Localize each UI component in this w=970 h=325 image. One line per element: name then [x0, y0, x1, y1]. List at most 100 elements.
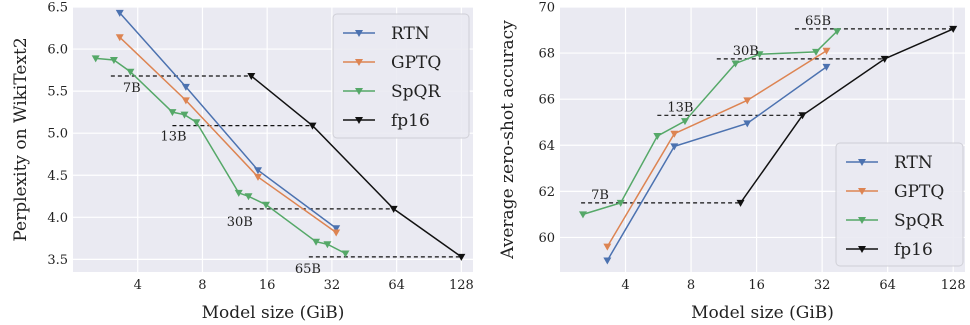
- legend-label-spqr: SpQR: [894, 211, 944, 231]
- data-point-spqr: [244, 193, 253, 201]
- data-point-fp16: [308, 122, 317, 130]
- y-tick-label: 5.0: [47, 127, 68, 142]
- x-tick-label: 32: [324, 278, 341, 293]
- data-point-rtn: [822, 63, 831, 71]
- legend-label-rtn: RTN: [391, 24, 430, 44]
- x-tick-label: 64: [879, 278, 896, 293]
- data-point-fp16: [880, 55, 889, 63]
- data-point-spqr: [262, 201, 271, 209]
- data-point-spqr: [168, 109, 177, 117]
- x-tick-label: 16: [259, 278, 276, 293]
- legend-marker-rtn: [858, 159, 866, 166]
- series-line-gptq: [119, 36, 337, 234]
- data-point-gptq: [670, 130, 679, 138]
- model-size-annotation: 7B: [123, 81, 141, 96]
- legend-box: [835, 142, 964, 267]
- data-point-spqr: [192, 119, 201, 127]
- chart-panel-1: [560, 6, 965, 272]
- series-line-rtn: [606, 66, 827, 261]
- data-point-gptq: [743, 97, 752, 105]
- data-point-spqr: [323, 241, 332, 249]
- legend-marker-rtn: [355, 30, 363, 37]
- data-point-gptq: [822, 47, 831, 55]
- data-point-gptq: [332, 229, 341, 237]
- data-point-spqr: [833, 28, 842, 36]
- x-tick-label: 16: [748, 278, 765, 293]
- legend-marker-gptq: [355, 59, 363, 66]
- x-axis-label: Model size (GiB): [202, 303, 345, 323]
- data-point-rtn: [115, 9, 124, 17]
- legend-marker-spqr: [858, 217, 866, 224]
- data-point-rtn: [332, 225, 341, 233]
- data-point-spqr: [578, 211, 587, 219]
- x-tick-label: 8: [198, 278, 206, 293]
- model-size-annotation: 65B: [805, 14, 831, 29]
- data-point-gptq: [603, 243, 612, 251]
- data-point-spqr: [312, 238, 321, 246]
- data-point-gptq: [115, 34, 124, 42]
- data-point-spqr: [91, 55, 100, 63]
- model-size-annotation: 65B: [295, 262, 321, 277]
- legend-label-fp16: fp16: [894, 240, 933, 260]
- data-point-fp16: [247, 72, 256, 80]
- legend-label-rtn: RTN: [894, 153, 933, 173]
- x-tick-label: 4: [134, 278, 142, 293]
- x-tick-label: 64: [388, 278, 405, 293]
- data-point-rtn: [181, 83, 190, 91]
- data-point-spqr: [755, 51, 764, 59]
- legend-marker-fp16: [858, 246, 866, 253]
- data-point-fp16: [798, 112, 807, 120]
- legend-marker-fp16: [355, 117, 363, 124]
- legend-label-fp16: fp16: [391, 111, 430, 131]
- data-point-spqr: [234, 189, 243, 197]
- y-tick-label: 5.5: [47, 85, 68, 100]
- legend-label-spqr: SpQR: [391, 82, 441, 102]
- legend-box: [332, 13, 470, 139]
- x-tick-label: 128: [941, 278, 966, 293]
- data-point-gptq: [181, 97, 190, 105]
- data-point-rtn: [253, 167, 262, 175]
- model-size-annotation: 30B: [733, 44, 759, 59]
- legend-marker-spqr: [355, 88, 363, 95]
- y-tick-label: 66: [538, 93, 555, 108]
- series-line-fp16: [250, 75, 462, 258]
- y-tick-label: 4.5: [47, 169, 68, 184]
- series-line-fp16: [739, 28, 954, 204]
- x-axis-label: Model size (GiB): [691, 303, 834, 323]
- y-tick-label: 60: [538, 231, 555, 246]
- model-size-annotation: 13B: [160, 130, 186, 145]
- data-point-spqr: [653, 133, 662, 141]
- x-tick-label: 8: [687, 278, 695, 293]
- data-point-fp16: [736, 199, 745, 207]
- data-point-rtn: [603, 257, 612, 265]
- data-point-gptq: [253, 173, 262, 181]
- y-tick-label: 6.5: [47, 1, 68, 16]
- data-point-spqr: [126, 68, 135, 76]
- y-tick-label: 64: [538, 139, 555, 154]
- legend-label-gptq: GPTQ: [894, 182, 944, 202]
- data-point-fp16: [949, 25, 958, 33]
- data-point-spqr: [109, 57, 118, 64]
- legend-label-gptq: GPTQ: [391, 53, 441, 73]
- data-point-spqr: [812, 48, 821, 56]
- series-line-rtn: [119, 12, 337, 229]
- data-point-spqr: [731, 60, 740, 68]
- x-tick-label: 128: [449, 278, 474, 293]
- data-point-fp16: [457, 253, 466, 261]
- x-tick-label: 4: [621, 278, 629, 293]
- series-line-spqr: [582, 30, 838, 216]
- series-line-gptq: [606, 50, 827, 248]
- data-point-spqr: [616, 199, 625, 207]
- y-axis-label: Average zero-shot accuracy: [498, 20, 518, 260]
- chart-panel-0: [73, 6, 473, 272]
- y-tick-label: 6.0: [47, 43, 68, 58]
- y-tick-label: 70: [538, 1, 555, 16]
- y-tick-label: 4.0: [47, 211, 68, 226]
- data-point-spqr: [680, 118, 689, 126]
- model-size-annotation: 13B: [667, 100, 693, 115]
- data-point-rtn: [743, 120, 752, 128]
- y-tick-label: 3.5: [47, 253, 68, 268]
- data-point-fp16: [389, 205, 398, 213]
